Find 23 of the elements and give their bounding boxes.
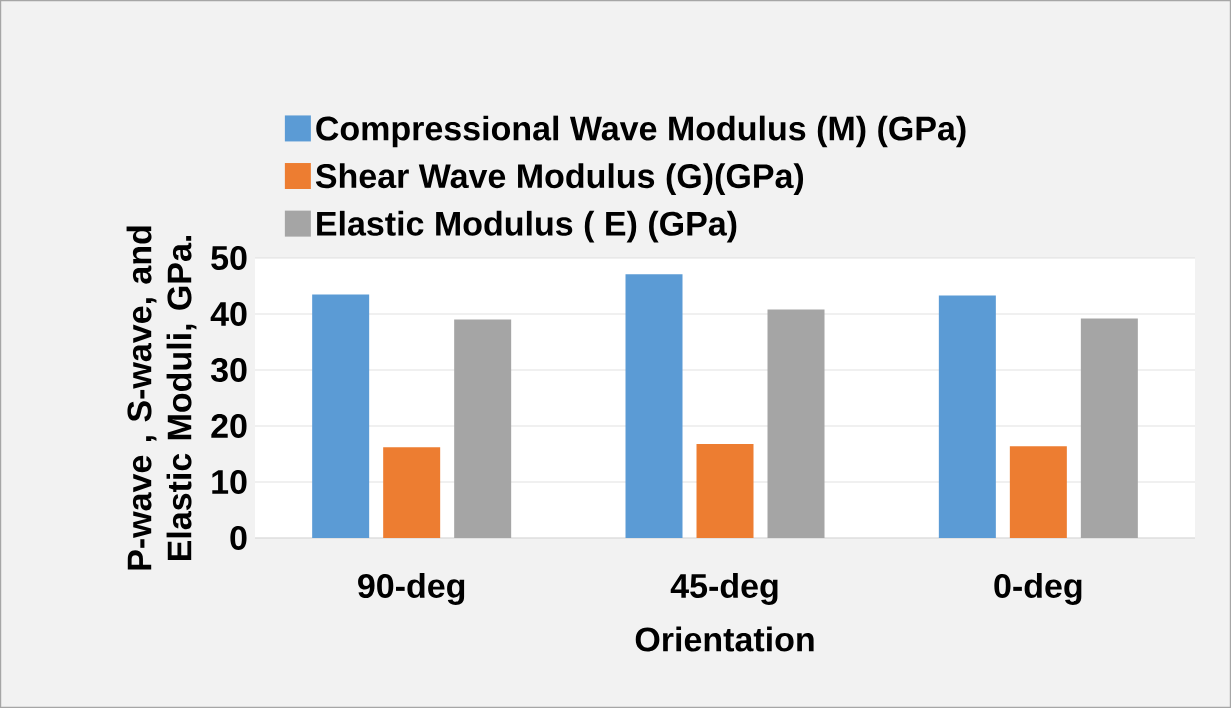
y-tick-label: 30 <box>210 357 247 383</box>
legend-label: Elastic Modulus ( E) (GPa) <box>317 210 737 243</box>
bar <box>1080 318 1138 538</box>
y-axis-title: P-wave , S-wave, and Elastic Moduli, GPa. <box>126 226 197 570</box>
bar <box>767 309 825 538</box>
y-tick-label: 0 <box>230 525 247 551</box>
y-tick-label: 10 <box>212 469 247 495</box>
y-tick-label: 50 <box>211 245 247 271</box>
x-tick-label: 90-deg <box>358 573 465 605</box>
x-axis-title: Orientation <box>635 626 814 652</box>
legend-label: Shear Wave Modulus (G)(GPa) <box>315 163 804 195</box>
y-tick-label: 20 <box>211 413 247 439</box>
bar <box>383 447 441 538</box>
y-tick-label: 40 <box>210 301 247 327</box>
bar <box>312 294 370 538</box>
x-tick-label: 0-deg <box>994 573 1082 605</box>
bar <box>454 319 512 538</box>
bar <box>625 274 683 538</box>
bar <box>696 443 754 538</box>
bar <box>1009 446 1067 538</box>
bar <box>938 295 996 538</box>
x-tick-label: 45-deg <box>670 573 778 605</box>
legend-label: Compressional Wave Modulus (M) (GPa) <box>316 115 966 148</box>
